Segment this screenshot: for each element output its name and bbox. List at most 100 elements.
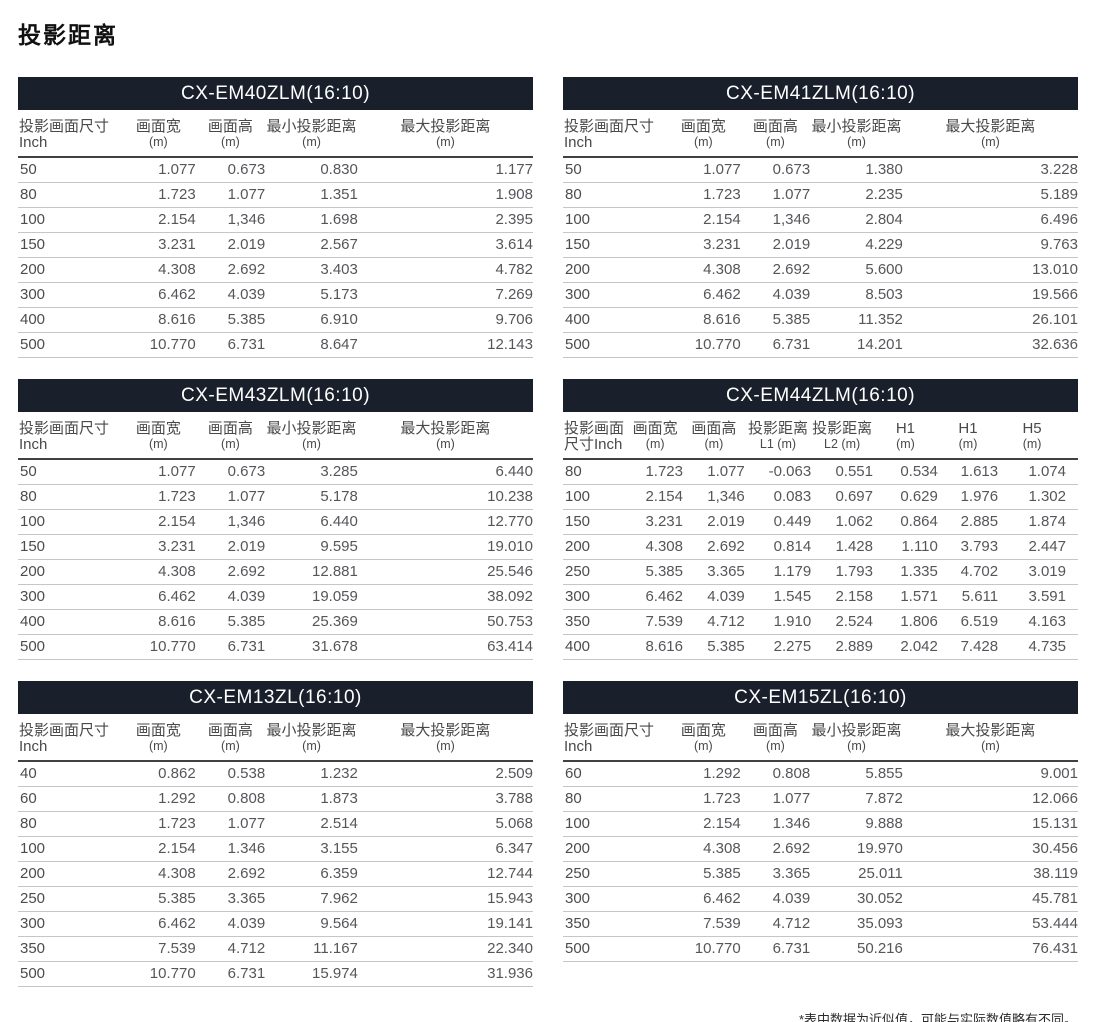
projection-table-cx-em44zlm: CX-EM44ZLM(16:10) 投影画面 尺寸Inch 画面宽 (m) 画面高 (m) 投… (563, 379, 1078, 660)
cell: 1,346 (195, 509, 266, 535)
cell: 1.873 (265, 786, 358, 812)
table-row: 200 4.308 2.692 0.814 1.428 1.110 3.793 2.447 (563, 534, 1078, 560)
projection-distance-table: 投影画面尺寸 Inch 画面宽 (m) 画面高 (m) 最小投影距离 (m) 最大投影距离 (m)… (563, 714, 1078, 962)
cell: 11.352 (810, 307, 903, 333)
table-row: 80 1.723 1.077 2.235 5.189 (563, 182, 1078, 208)
cell: 31.936 (357, 961, 533, 987)
cell: 0.814 (744, 534, 812, 560)
cell: 2.019 (682, 509, 745, 535)
cell: 2.042 (873, 634, 938, 660)
cell: 8.616 (666, 307, 741, 333)
cell: 2.019 (740, 232, 811, 258)
table-row: 300 6.462 4.039 8.503 19.566 (563, 282, 1078, 308)
cell: 4.229 (810, 232, 903, 258)
header-row: 投影画面尺寸 Inch 画面宽 (m) 画面高 (m) 最小投影距离 (m) 最大投影距离 (m) (563, 714, 1078, 762)
cell: 500 (18, 332, 121, 358)
table-row: 350 7.539 4.712 1.910 2.524 1.806 6.519 4.163 (563, 609, 1078, 635)
cell: 7.539 (627, 609, 683, 635)
table-row: 150 3.231 2.019 0.449 1.062 0.864 2.885 1.874 (563, 509, 1078, 535)
cell: 1.179 (744, 559, 812, 585)
cell: 1.571 (873, 584, 938, 610)
header-row: 投影画面尺寸 Inch 画面宽 (m) 画面高 (m) 最小投影距离 (m) 最大投影距离 (m) (18, 714, 533, 762)
table-row: 50 1.077 0.673 1.380 3.228 (563, 157, 1078, 183)
cell: 4.735 (998, 634, 1078, 660)
table-row: 350 7.539 4.712 35.093 53.444 (563, 911, 1078, 937)
cell: 0.697 (811, 484, 873, 510)
header-row: 投影画面尺寸 Inch 画面宽 (m) 画面高 (m) 最小投影距离 (m) 最大投影距离 (m) (18, 412, 533, 460)
cell: 1,346 (740, 207, 811, 233)
table-row: 400 8.616 5.385 6.910 9.706 (18, 307, 533, 333)
cell: 80 (563, 182, 666, 208)
table-row: 300 6.462 4.039 9.564 19.141 (18, 911, 533, 937)
cell: 26.101 (902, 307, 1078, 333)
table-title: CX-EM15ZL(16:10) (734, 686, 907, 708)
cell: 300 (563, 584, 628, 610)
cell: 6.462 (666, 282, 741, 308)
cell: 1.346 (740, 811, 811, 837)
cell: 0.830 (265, 157, 358, 183)
column-header: 画面高 (m) (740, 714, 811, 762)
cell: 1.232 (265, 761, 358, 787)
table-row: 80 1.723 1.077 -0.063 0.551 0.534 1.613 1.074 (563, 459, 1078, 485)
cell: 2.154 (666, 207, 741, 233)
cell: 60 (563, 761, 666, 787)
cell: 150 (563, 232, 666, 258)
cell: 100 (563, 207, 666, 233)
table-row: 500 10.770 6.731 50.216 76.431 (563, 936, 1078, 962)
cell: 5.385 (666, 861, 741, 887)
cell: 0.673 (195, 459, 266, 485)
cell: 12.744 (357, 861, 533, 887)
projection-distance-table: 投影画面尺寸 Inch 画面宽 (m) 画面高 (m) 最小投影距离 (m) 最大投影距离 (m)… (18, 412, 533, 660)
column-header: 投影画面尺寸Inch (563, 412, 628, 460)
cell: 2.275 (744, 634, 812, 660)
cell: 2.019 (195, 534, 266, 560)
cell: 7.428 (937, 634, 999, 660)
cell: 100 (563, 484, 628, 510)
cell: 3.788 (357, 786, 533, 812)
cell: 1.908 (357, 182, 533, 208)
cell: 1.723 (666, 182, 741, 208)
cell: 400 (18, 307, 121, 333)
column-header: 最小投影距离 (m) (265, 110, 358, 158)
cell: 6.910 (265, 307, 358, 333)
table-title: CX-EM44ZLM(16:10) (725, 384, 916, 406)
cell: 0.629 (873, 484, 938, 510)
cell: 12.066 (902, 786, 1078, 812)
cell: 2.395 (357, 207, 533, 233)
cell: 1.074 (998, 459, 1078, 485)
cell: 2.692 (740, 257, 811, 283)
cell: 30.456 (902, 836, 1078, 862)
cell: 2.154 (627, 484, 683, 510)
cell: 3.614 (357, 232, 533, 258)
cell: -0.063 (744, 459, 812, 485)
cell: 1,346 (682, 484, 745, 510)
table-row: 150 3.231 2.019 9.595 19.010 (18, 534, 533, 560)
cell: 3.793 (937, 534, 999, 560)
table-row: 350 7.539 4.712 11.167 22.340 (18, 936, 533, 962)
projection-distance-table: 投影画面尺寸 Inch 画面宽 (m) 画面高 (m) 最小投影距离 (m) 最大投影距离 (m)… (18, 110, 533, 358)
cell: 10.770 (121, 332, 196, 358)
cell: 2.524 (811, 609, 873, 635)
table-row: 50 1.077 0.673 0.830 1.177 (18, 157, 533, 183)
projection-table-cx-em40zlm: CX-EM40ZLM(16:10) 投影画面尺寸 Inch 画面宽 (m) 画面高 (m) 最… (18, 77, 533, 358)
cell: 5.385 (682, 634, 745, 660)
cell: 2.235 (810, 182, 903, 208)
cell: 15.943 (357, 886, 533, 912)
table-row: 80 1.723 1.077 1.351 1.908 (18, 182, 533, 208)
cell: 5.855 (810, 761, 903, 787)
cell: 1.062 (811, 509, 873, 535)
cell: 2.514 (265, 811, 358, 837)
cell: 1.077 (682, 459, 745, 485)
cell: 1.910 (744, 609, 812, 635)
cell: 7.962 (265, 886, 358, 912)
cell: 250 (563, 861, 666, 887)
cell: 2.692 (682, 534, 745, 560)
cell: 5.385 (740, 307, 811, 333)
cell: 40 (18, 761, 121, 787)
cell: 300 (18, 584, 121, 610)
column-header: 画面宽 (m) (121, 110, 196, 158)
cell: 2.447 (998, 534, 1078, 560)
cell: 2.692 (195, 257, 266, 283)
cell: 2.804 (810, 207, 903, 233)
